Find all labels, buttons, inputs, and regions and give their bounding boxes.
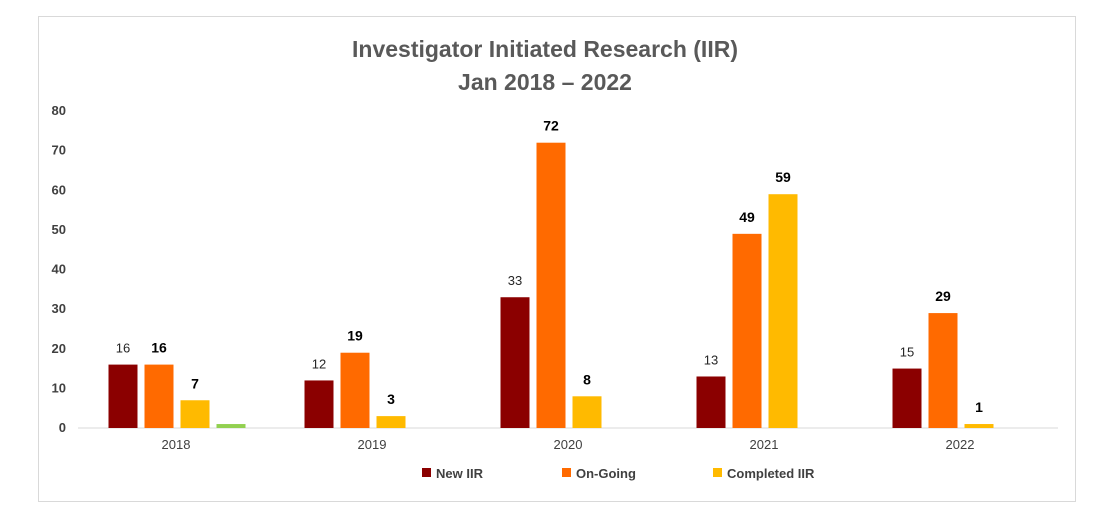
y-tick-label: 20 (52, 341, 66, 356)
bar-completed-iir-2019 (376, 416, 406, 428)
bar-on-going-2018 (144, 364, 174, 428)
bar-on-going-2020 (536, 142, 566, 428)
bar-completed-iir-2020 (572, 396, 602, 428)
legend-label: Completed IIR (727, 466, 815, 481)
legend-label: New IIR (436, 466, 484, 481)
data-label: 72 (543, 118, 559, 134)
y-axis: 0 10 20 30 40 50 60 70 80 (52, 103, 66, 435)
y-tick-label: 10 (52, 380, 66, 395)
data-label: 3 (387, 391, 395, 407)
legend-swatch (713, 468, 722, 477)
bar-new-iir-2021 (696, 376, 726, 428)
data-label: 19 (347, 328, 363, 344)
bar-on-going-2019 (340, 352, 370, 428)
chart-title-line-2: Jan 2018 – 2022 (458, 69, 632, 95)
legend: New IIR On-Going Completed IIR (422, 466, 815, 481)
legend-swatch (422, 468, 431, 477)
x-tick-label: 2021 (750, 437, 779, 452)
y-tick-label: 80 (52, 103, 66, 118)
bar-completed-iir-2018 (180, 400, 210, 428)
data-label: 1 (975, 399, 983, 415)
data-label: 12 (312, 356, 326, 371)
bar-completed-iir-2022 (964, 424, 994, 428)
legend-label: On-Going (576, 466, 636, 481)
y-tick-label: 0 (59, 420, 66, 435)
y-tick-label: 40 (52, 262, 66, 277)
bars-group (108, 142, 994, 428)
bar-new-iir-2020 (500, 297, 530, 428)
x-tick-label: 2022 (946, 437, 975, 452)
data-label: 16 (116, 341, 130, 356)
legend-swatch (562, 468, 571, 477)
x-axis: 2018 2019 2020 2021 2022 (162, 437, 975, 452)
data-label: 16 (151, 340, 167, 356)
x-tick-label: 2020 (554, 437, 583, 452)
data-label: 29 (935, 288, 951, 304)
bar-new-iir-2018 (108, 364, 138, 428)
data-label: 13 (704, 352, 718, 367)
y-tick-label: 50 (52, 222, 66, 237)
y-tick-label: 30 (52, 301, 66, 316)
data-label: 15 (900, 345, 914, 360)
bar-unnamed-2018 (216, 424, 246, 428)
bar-on-going-2021 (732, 233, 762, 428)
y-tick-label: 70 (52, 143, 66, 158)
bar-new-iir-2022 (892, 368, 922, 428)
x-tick-label: 2018 (162, 437, 191, 452)
x-tick-label: 2019 (358, 437, 387, 452)
chart-title-line-1: Investigator Initiated Research (IIR) (352, 36, 738, 62)
data-label: 33 (508, 273, 522, 288)
data-label: 59 (775, 169, 791, 185)
bar-completed-iir-2021 (768, 194, 798, 428)
y-tick-label: 60 (52, 182, 66, 197)
data-label: 7 (191, 375, 199, 391)
data-label: 8 (583, 371, 591, 387)
bar-new-iir-2019 (304, 380, 334, 428)
data-label: 49 (739, 209, 755, 225)
bar-on-going-2022 (928, 313, 958, 428)
